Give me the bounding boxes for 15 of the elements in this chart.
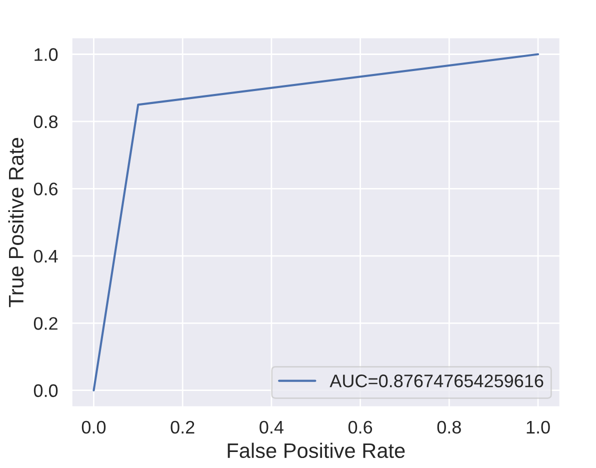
x-tick-label: 0.8 — [437, 420, 461, 434]
x-tick-label: 0.6 — [348, 420, 372, 434]
x-tick-label: 0.4 — [260, 420, 284, 434]
y-tick-label: 1.0 — [34, 48, 58, 61]
x-axis-title: False Positive Rate — [228, 442, 405, 458]
y-tick-label: 0.4 — [34, 250, 58, 263]
y-tick-label: 0.8 — [34, 115, 58, 128]
y-tick-label: 0.6 — [34, 182, 58, 196]
y-tick-label: 0.0 — [34, 384, 58, 398]
x-tick-label: 0.2 — [170, 420, 194, 434]
y-axis-title: True Positive Rate — [8, 138, 24, 308]
x-tick-label: 0.0 — [82, 420, 106, 434]
y-tick-label: 0.2 — [34, 317, 58, 330]
x-tick-label: 1.0 — [526, 420, 550, 434]
legend-label: AUC=0.876747654259616 — [330, 374, 544, 388]
